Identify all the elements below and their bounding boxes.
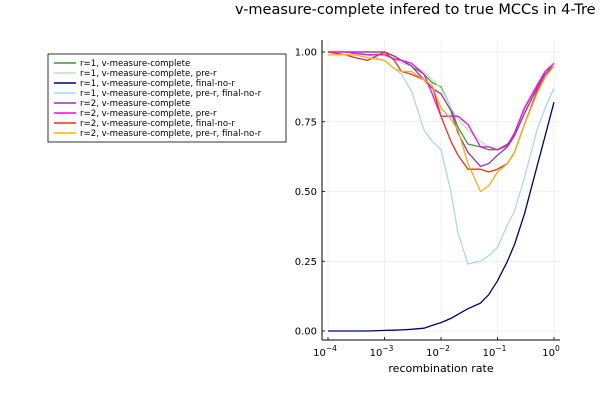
series-line [328, 102, 555, 332]
x-tick-label: 10−4 [313, 344, 337, 359]
chart-title: v-measure-complete infered to true MCCs … [235, 2, 596, 18]
legend-box [47, 53, 287, 143]
y-tick-label: 0.00 [295, 327, 317, 338]
legend-entry: r=2, v-measure-complete, pre-r, final-no… [80, 129, 262, 139]
legend-entry: r=2, v-measure-complete, final-no-r [80, 119, 235, 129]
series-lines [327, 51, 555, 332]
x-tick-label: 10−3 [370, 344, 394, 359]
legend-entry: r=1, v-measure-complete, pre-r, final-no… [80, 89, 262, 99]
x-tick-label: 100 [542, 344, 560, 359]
legend-entry: r=1, v-measure-complete, pre-r [80, 69, 217, 79]
axes: 10−4 10−3 10−2 10−1 100 0.00 0.25 0.50 0.75 1.00 [295, 40, 560, 359]
legend-entry: r=2, v-measure-complete, pre-r [80, 109, 217, 119]
grid [322, 40, 560, 340]
legend-entry: r=1, v-measure-complete, final-no-r [80, 79, 235, 89]
series-line [328, 51, 555, 265]
series-line [328, 51, 555, 168]
legend-entry: r=2, v-measure-complete [80, 99, 190, 109]
x-tick-label: 10−1 [483, 344, 507, 359]
series-line [328, 54, 555, 193]
y-tick-label: 1.00 [295, 48, 317, 59]
legend-entry: r=1, v-measure-complete [80, 59, 190, 69]
x-axis-label: recombination rate [388, 362, 493, 375]
x-tick-label: 10−2 [426, 344, 450, 359]
y-tick-label: 0.25 [295, 257, 317, 268]
y-tick-label: 0.75 [295, 117, 317, 128]
y-tick-label: 0.50 [295, 187, 317, 198]
